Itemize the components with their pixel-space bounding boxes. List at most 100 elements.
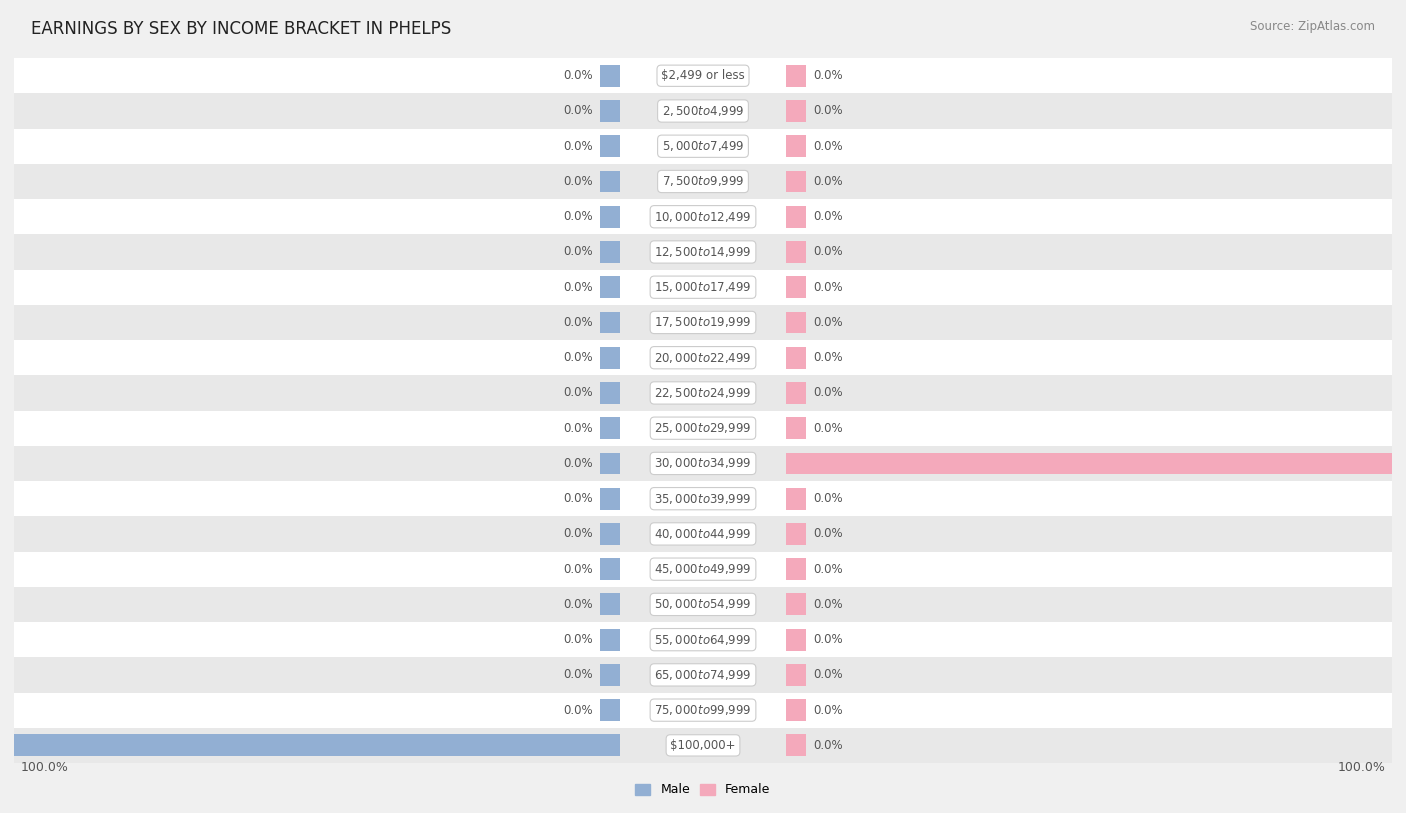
Bar — [14, 728, 1392, 763]
Text: $2,499 or less: $2,499 or less — [661, 69, 745, 82]
Text: $12,500 to $14,999: $12,500 to $14,999 — [654, 245, 752, 259]
Bar — [599, 523, 620, 545]
Text: 0.0%: 0.0% — [564, 668, 593, 681]
Text: $25,000 to $29,999: $25,000 to $29,999 — [654, 421, 752, 435]
Bar — [786, 699, 807, 721]
Text: $7,500 to $9,999: $7,500 to $9,999 — [662, 175, 744, 189]
Bar — [786, 664, 807, 686]
Text: $45,000 to $49,999: $45,000 to $49,999 — [654, 562, 752, 576]
Bar — [599, 664, 620, 686]
Bar — [14, 164, 1392, 199]
Text: 0.0%: 0.0% — [564, 69, 593, 82]
Text: 0.0%: 0.0% — [564, 246, 593, 259]
Bar — [14, 587, 1392, 622]
Text: 0.0%: 0.0% — [564, 351, 593, 364]
Text: 0.0%: 0.0% — [564, 211, 593, 224]
Text: 0.0%: 0.0% — [813, 739, 842, 752]
Text: 0.0%: 0.0% — [813, 492, 842, 505]
Bar — [599, 382, 620, 404]
Text: $22,500 to $24,999: $22,500 to $24,999 — [654, 386, 752, 400]
Bar — [786, 100, 807, 122]
Text: 0.0%: 0.0% — [564, 563, 593, 576]
Text: 0.0%: 0.0% — [564, 280, 593, 293]
Bar — [14, 516, 1392, 551]
Bar — [786, 523, 807, 545]
Text: $100,000+: $100,000+ — [671, 739, 735, 752]
Bar — [14, 93, 1392, 128]
Bar — [786, 559, 807, 580]
Bar — [599, 453, 620, 474]
Text: $2,500 to $4,999: $2,500 to $4,999 — [662, 104, 744, 118]
Bar — [14, 305, 1392, 340]
Bar — [786, 417, 807, 439]
Text: 0.0%: 0.0% — [813, 316, 842, 329]
Bar — [14, 234, 1392, 270]
Bar — [786, 276, 807, 298]
Text: EARNINGS BY SEX BY INCOME BRACKET IN PHELPS: EARNINGS BY SEX BY INCOME BRACKET IN PHE… — [31, 20, 451, 38]
Bar — [599, 135, 620, 157]
Text: 0.0%: 0.0% — [564, 386, 593, 399]
Text: $35,000 to $39,999: $35,000 to $39,999 — [654, 492, 752, 506]
Bar — [14, 657, 1392, 693]
Bar — [599, 65, 620, 87]
Text: $10,000 to $12,499: $10,000 to $12,499 — [654, 210, 752, 224]
Text: 0.0%: 0.0% — [564, 105, 593, 118]
Text: 100.0%: 100.0% — [21, 761, 69, 774]
Bar — [599, 241, 620, 263]
Bar — [599, 417, 620, 439]
Bar — [599, 593, 620, 615]
Text: 0.0%: 0.0% — [564, 492, 593, 505]
Bar — [599, 347, 620, 368]
Text: 100.0%: 100.0% — [1337, 761, 1385, 774]
Bar — [14, 270, 1392, 305]
Text: $17,500 to $19,999: $17,500 to $19,999 — [654, 315, 752, 329]
Text: 0.0%: 0.0% — [564, 598, 593, 611]
Bar — [786, 347, 807, 368]
Text: $50,000 to $54,999: $50,000 to $54,999 — [654, 598, 752, 611]
Bar — [14, 59, 1392, 93]
Bar — [14, 693, 1392, 728]
Text: 0.0%: 0.0% — [564, 457, 593, 470]
Bar — [786, 628, 807, 650]
Bar — [786, 382, 807, 404]
Bar — [0, 734, 620, 756]
Text: 0.0%: 0.0% — [813, 386, 842, 399]
Bar — [599, 171, 620, 193]
Bar — [786, 311, 807, 333]
Text: 0.0%: 0.0% — [813, 422, 842, 435]
Bar — [14, 128, 1392, 164]
Bar — [786, 453, 1406, 474]
Bar — [599, 206, 620, 228]
Bar — [14, 622, 1392, 657]
Bar — [14, 446, 1392, 481]
Text: $20,000 to $22,499: $20,000 to $22,499 — [654, 350, 752, 365]
Text: 0.0%: 0.0% — [813, 351, 842, 364]
Text: 0.0%: 0.0% — [813, 69, 842, 82]
Text: 0.0%: 0.0% — [813, 280, 842, 293]
Bar — [786, 241, 807, 263]
Bar — [786, 135, 807, 157]
Text: 0.0%: 0.0% — [813, 105, 842, 118]
Bar — [786, 206, 807, 228]
Text: 0.0%: 0.0% — [813, 703, 842, 716]
Text: $55,000 to $64,999: $55,000 to $64,999 — [654, 633, 752, 646]
Text: 0.0%: 0.0% — [813, 563, 842, 576]
Bar — [14, 551, 1392, 587]
Text: Source: ZipAtlas.com: Source: ZipAtlas.com — [1250, 20, 1375, 33]
Text: 0.0%: 0.0% — [564, 140, 593, 153]
Text: 0.0%: 0.0% — [813, 668, 842, 681]
Bar — [599, 488, 620, 510]
Bar — [786, 488, 807, 510]
Text: $40,000 to $44,999: $40,000 to $44,999 — [654, 527, 752, 541]
Bar — [786, 65, 807, 87]
Text: 0.0%: 0.0% — [813, 211, 842, 224]
Text: 0.0%: 0.0% — [564, 316, 593, 329]
Bar — [14, 376, 1392, 411]
Text: 0.0%: 0.0% — [564, 703, 593, 716]
Text: $15,000 to $17,499: $15,000 to $17,499 — [654, 280, 752, 294]
Bar — [14, 340, 1392, 376]
Legend: Male, Female: Male, Female — [630, 778, 776, 802]
Bar — [786, 171, 807, 193]
Bar — [599, 276, 620, 298]
Bar — [14, 411, 1392, 446]
